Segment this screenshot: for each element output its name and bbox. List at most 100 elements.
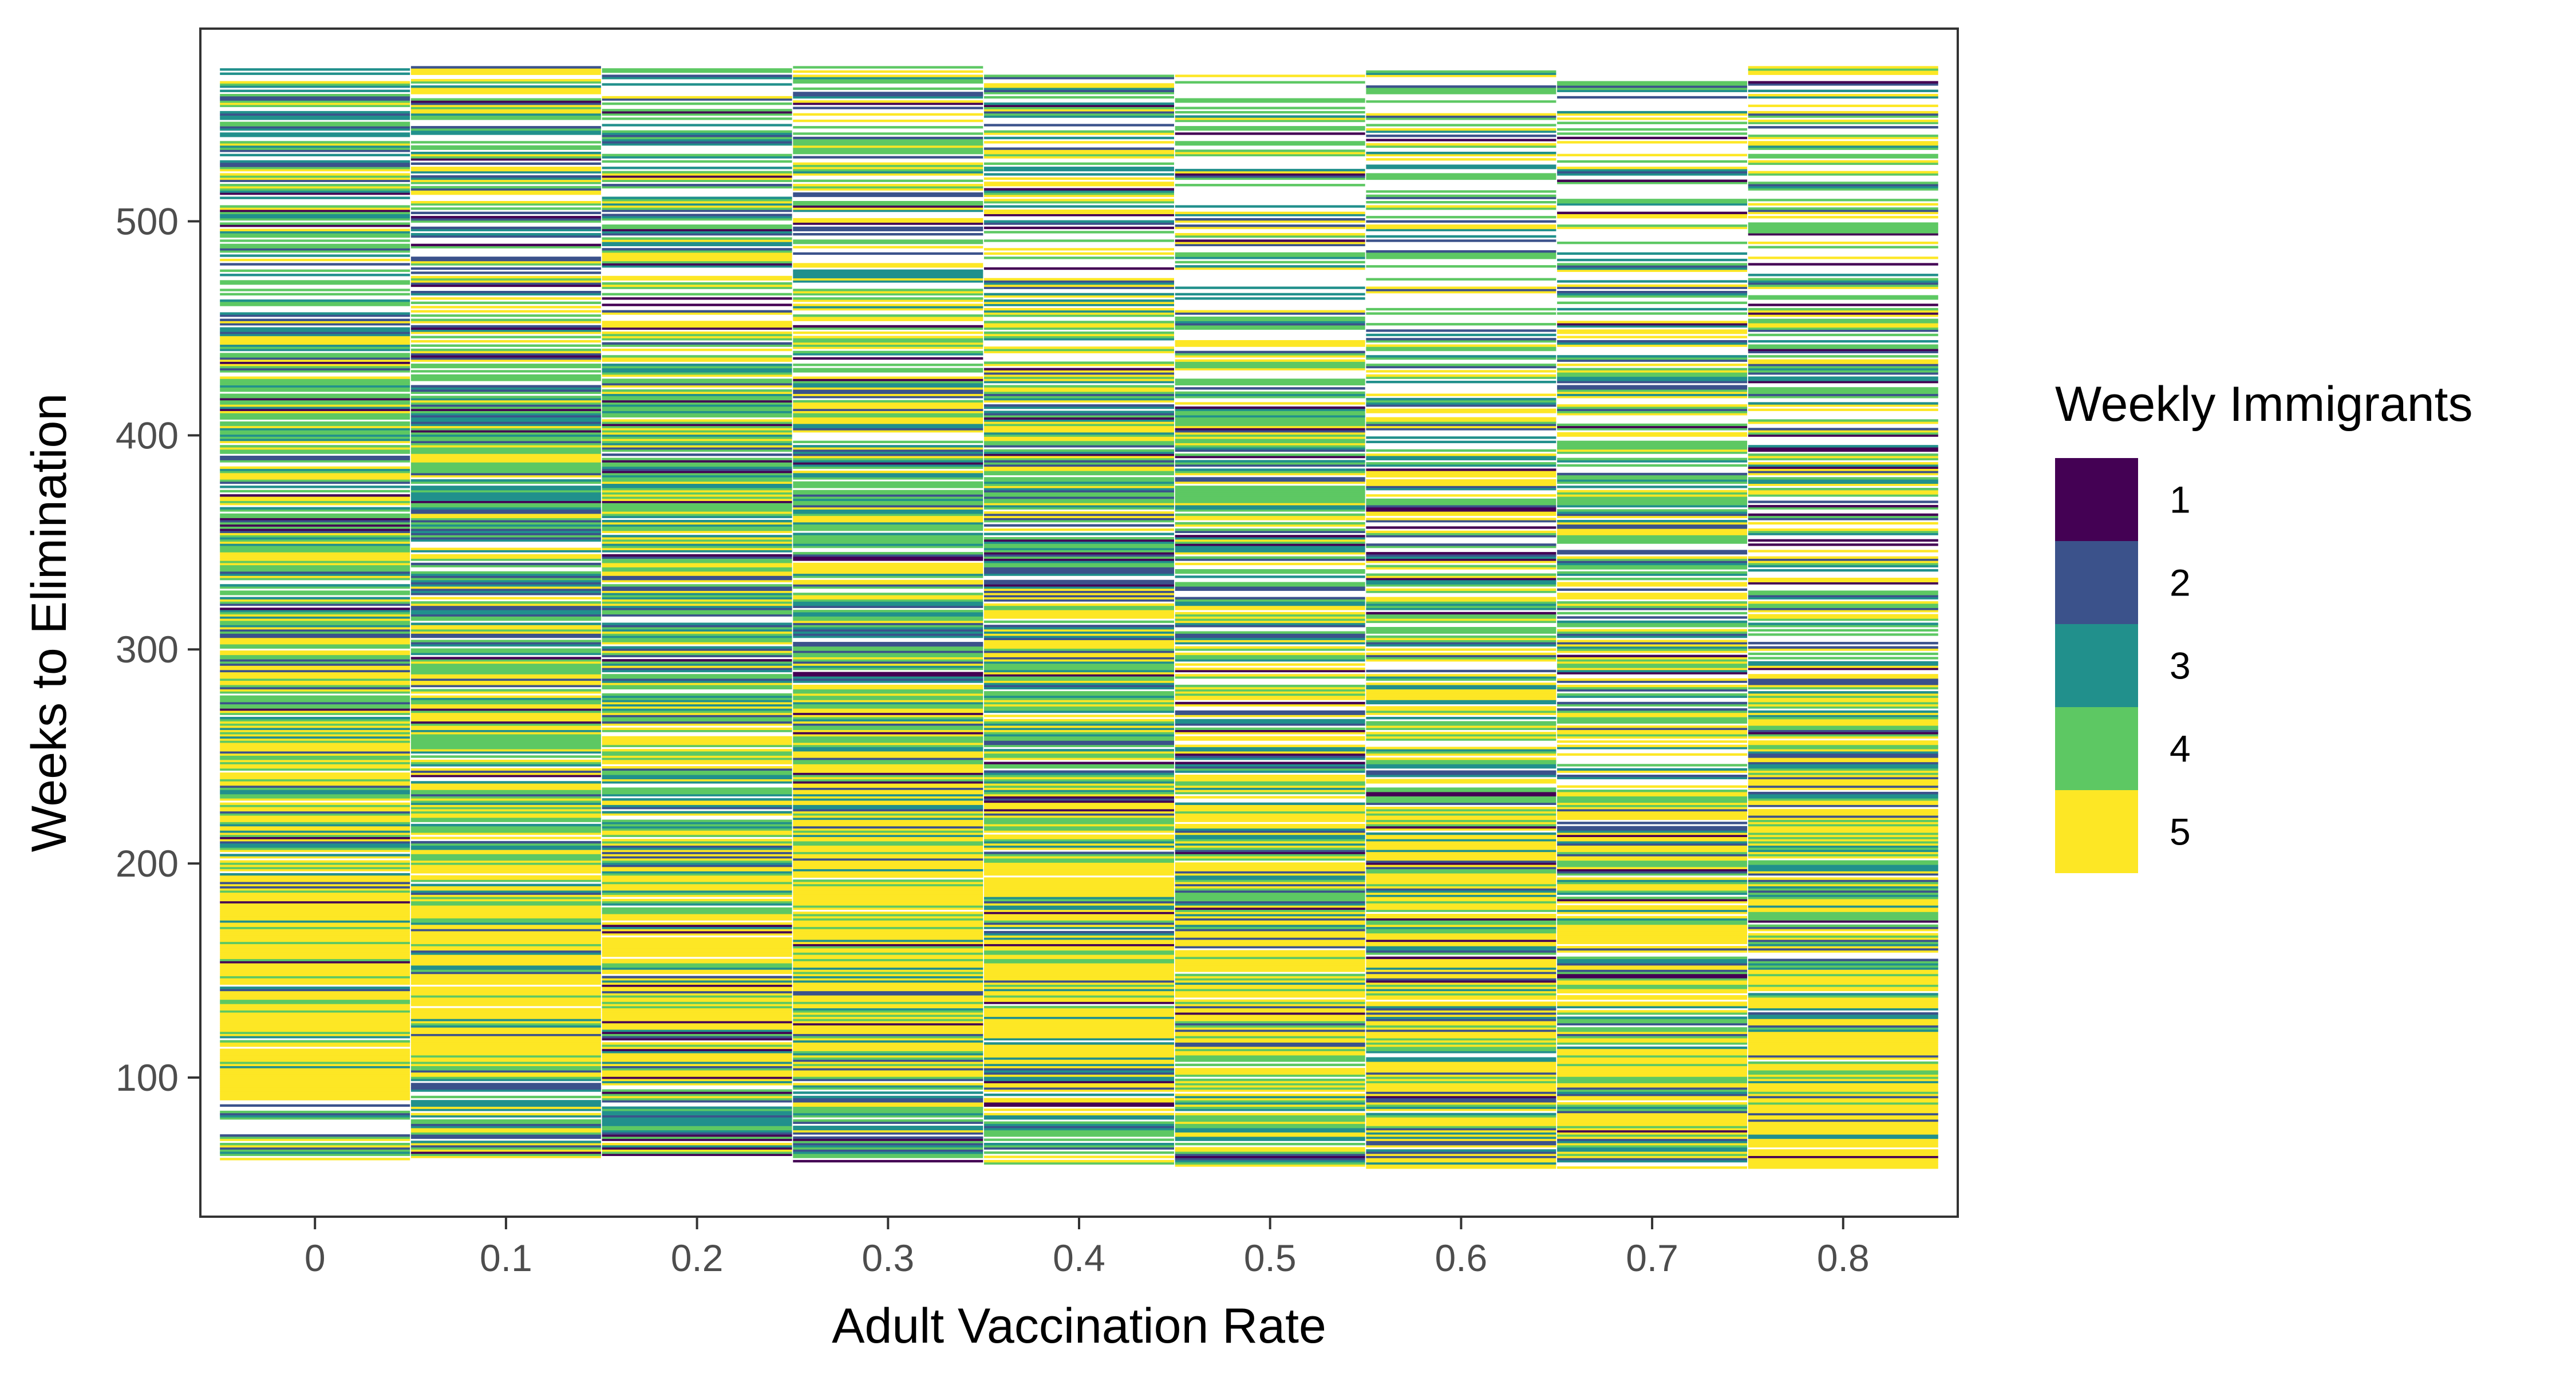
heatmap-tile (410, 586, 601, 589)
heatmap-tile (1175, 494, 1365, 497)
heatmap-tile (1557, 635, 1748, 638)
heatmap-tile (1748, 1066, 1938, 1068)
heatmap-tile (1366, 892, 1556, 895)
heatmap-tile (220, 637, 410, 641)
heatmap-tile (220, 436, 410, 439)
heatmap-tile (1366, 376, 1556, 379)
heatmap-tile (410, 640, 601, 642)
heatmap-tile (220, 96, 410, 99)
heatmap-tile (602, 665, 792, 668)
heatmap-tile (220, 807, 410, 810)
heatmap-tile (984, 682, 1174, 685)
heatmap-tile (410, 188, 601, 191)
heatmap-tile (793, 740, 983, 743)
heatmap-tile (1366, 909, 1556, 912)
heatmap-tile (1366, 991, 1556, 993)
heatmap-tile (1175, 490, 1365, 493)
heatmap-tile (1557, 359, 1748, 362)
heatmap-tile (1366, 644, 1556, 647)
heatmap-tile (220, 922, 410, 925)
heatmap-tile (1557, 963, 1748, 966)
heatmap-tile (793, 837, 983, 839)
heatmap-tile (220, 1019, 410, 1021)
heatmap-tile (1748, 597, 1938, 599)
heatmap-tile (410, 471, 601, 474)
heatmap-tile (1748, 834, 1938, 837)
heatmap-tile (1175, 1151, 1365, 1154)
heatmap-tile (410, 1127, 601, 1131)
heatmap-tile (1175, 1104, 1365, 1107)
heatmap-tile (410, 768, 601, 771)
heatmap-tile (1748, 695, 1938, 698)
heatmap-tile (793, 404, 983, 407)
heatmap-tile (793, 464, 983, 467)
heatmap-tile (1366, 1078, 1556, 1082)
heatmap-tile (1366, 1155, 1556, 1158)
heatmap-tile (793, 205, 983, 208)
heatmap-tile (984, 862, 1174, 865)
heatmap-tile (220, 111, 410, 114)
heatmap-tile (1366, 808, 1556, 812)
legend-key-2 (2055, 541, 2138, 624)
heatmap-tile (602, 772, 792, 775)
heatmap-tile (1748, 1033, 1938, 1036)
heatmap-tile (793, 378, 983, 381)
heatmap-tile (1175, 866, 1365, 870)
heatmap-tile (410, 877, 601, 880)
heatmap-tile (984, 477, 1174, 480)
heatmap-tile (1366, 289, 1556, 291)
heatmap-tile (410, 657, 601, 660)
heatmap-tile (1748, 226, 1938, 230)
heatmap-tile (1748, 682, 1938, 685)
heatmap-tile (1366, 1008, 1556, 1011)
heatmap-tile (1748, 303, 1938, 306)
heatmap-tile (1748, 944, 1938, 946)
heatmap-tile (1175, 958, 1365, 961)
heatmap-tile (220, 976, 410, 979)
heatmap-tile (602, 231, 792, 234)
heatmap-tile (1557, 87, 1748, 90)
heatmap-tile (984, 984, 1174, 987)
heatmap-tile (1557, 492, 1748, 495)
heatmap-tile (602, 1147, 792, 1150)
heatmap-tile (1748, 987, 1938, 989)
heatmap-tile (220, 472, 410, 476)
heatmap-tile (1366, 1153, 1556, 1157)
heatmap-tile (984, 1070, 1174, 1073)
heatmap-tile (793, 678, 983, 681)
heatmap-tile (984, 314, 1174, 317)
heatmap-tile (602, 310, 792, 313)
heatmap-tile (220, 875, 410, 878)
heatmap-tile (602, 903, 792, 906)
heatmap-tile (1748, 776, 1938, 780)
heatmap-tile (793, 883, 983, 886)
heatmap-tile (793, 790, 983, 792)
heatmap-tile (1175, 378, 1365, 381)
heatmap-tile (220, 1008, 410, 1011)
heatmap-tile (1366, 511, 1556, 514)
heatmap-tile (410, 871, 601, 874)
y-tick-label: 500 (116, 200, 179, 242)
heatmap-tile (1366, 766, 1556, 769)
heatmap-tile (410, 434, 601, 437)
heatmap-tile (1175, 873, 1365, 876)
heatmap-tile (602, 659, 792, 662)
heatmap-tile (1748, 629, 1938, 632)
heatmap-tile (1175, 1083, 1365, 1086)
heatmap-tile (1175, 1051, 1365, 1054)
heatmap-tile (984, 736, 1174, 739)
heatmap-tile (793, 518, 983, 520)
heatmap-tile (410, 528, 601, 531)
heatmap-tile (1557, 1141, 1748, 1143)
heatmap-tile (1175, 991, 1365, 993)
heatmap-tile (1366, 307, 1556, 311)
heatmap-tile (1175, 1126, 1365, 1129)
heatmap-tile (984, 1087, 1174, 1090)
heatmap-tile (410, 802, 601, 805)
heatmap-tile (984, 766, 1174, 769)
heatmap-tile (220, 205, 410, 208)
heatmap-tile (1557, 411, 1748, 413)
heatmap-tile (220, 102, 410, 105)
heatmap-tile (984, 839, 1174, 842)
heatmap-tile (1175, 1130, 1365, 1133)
